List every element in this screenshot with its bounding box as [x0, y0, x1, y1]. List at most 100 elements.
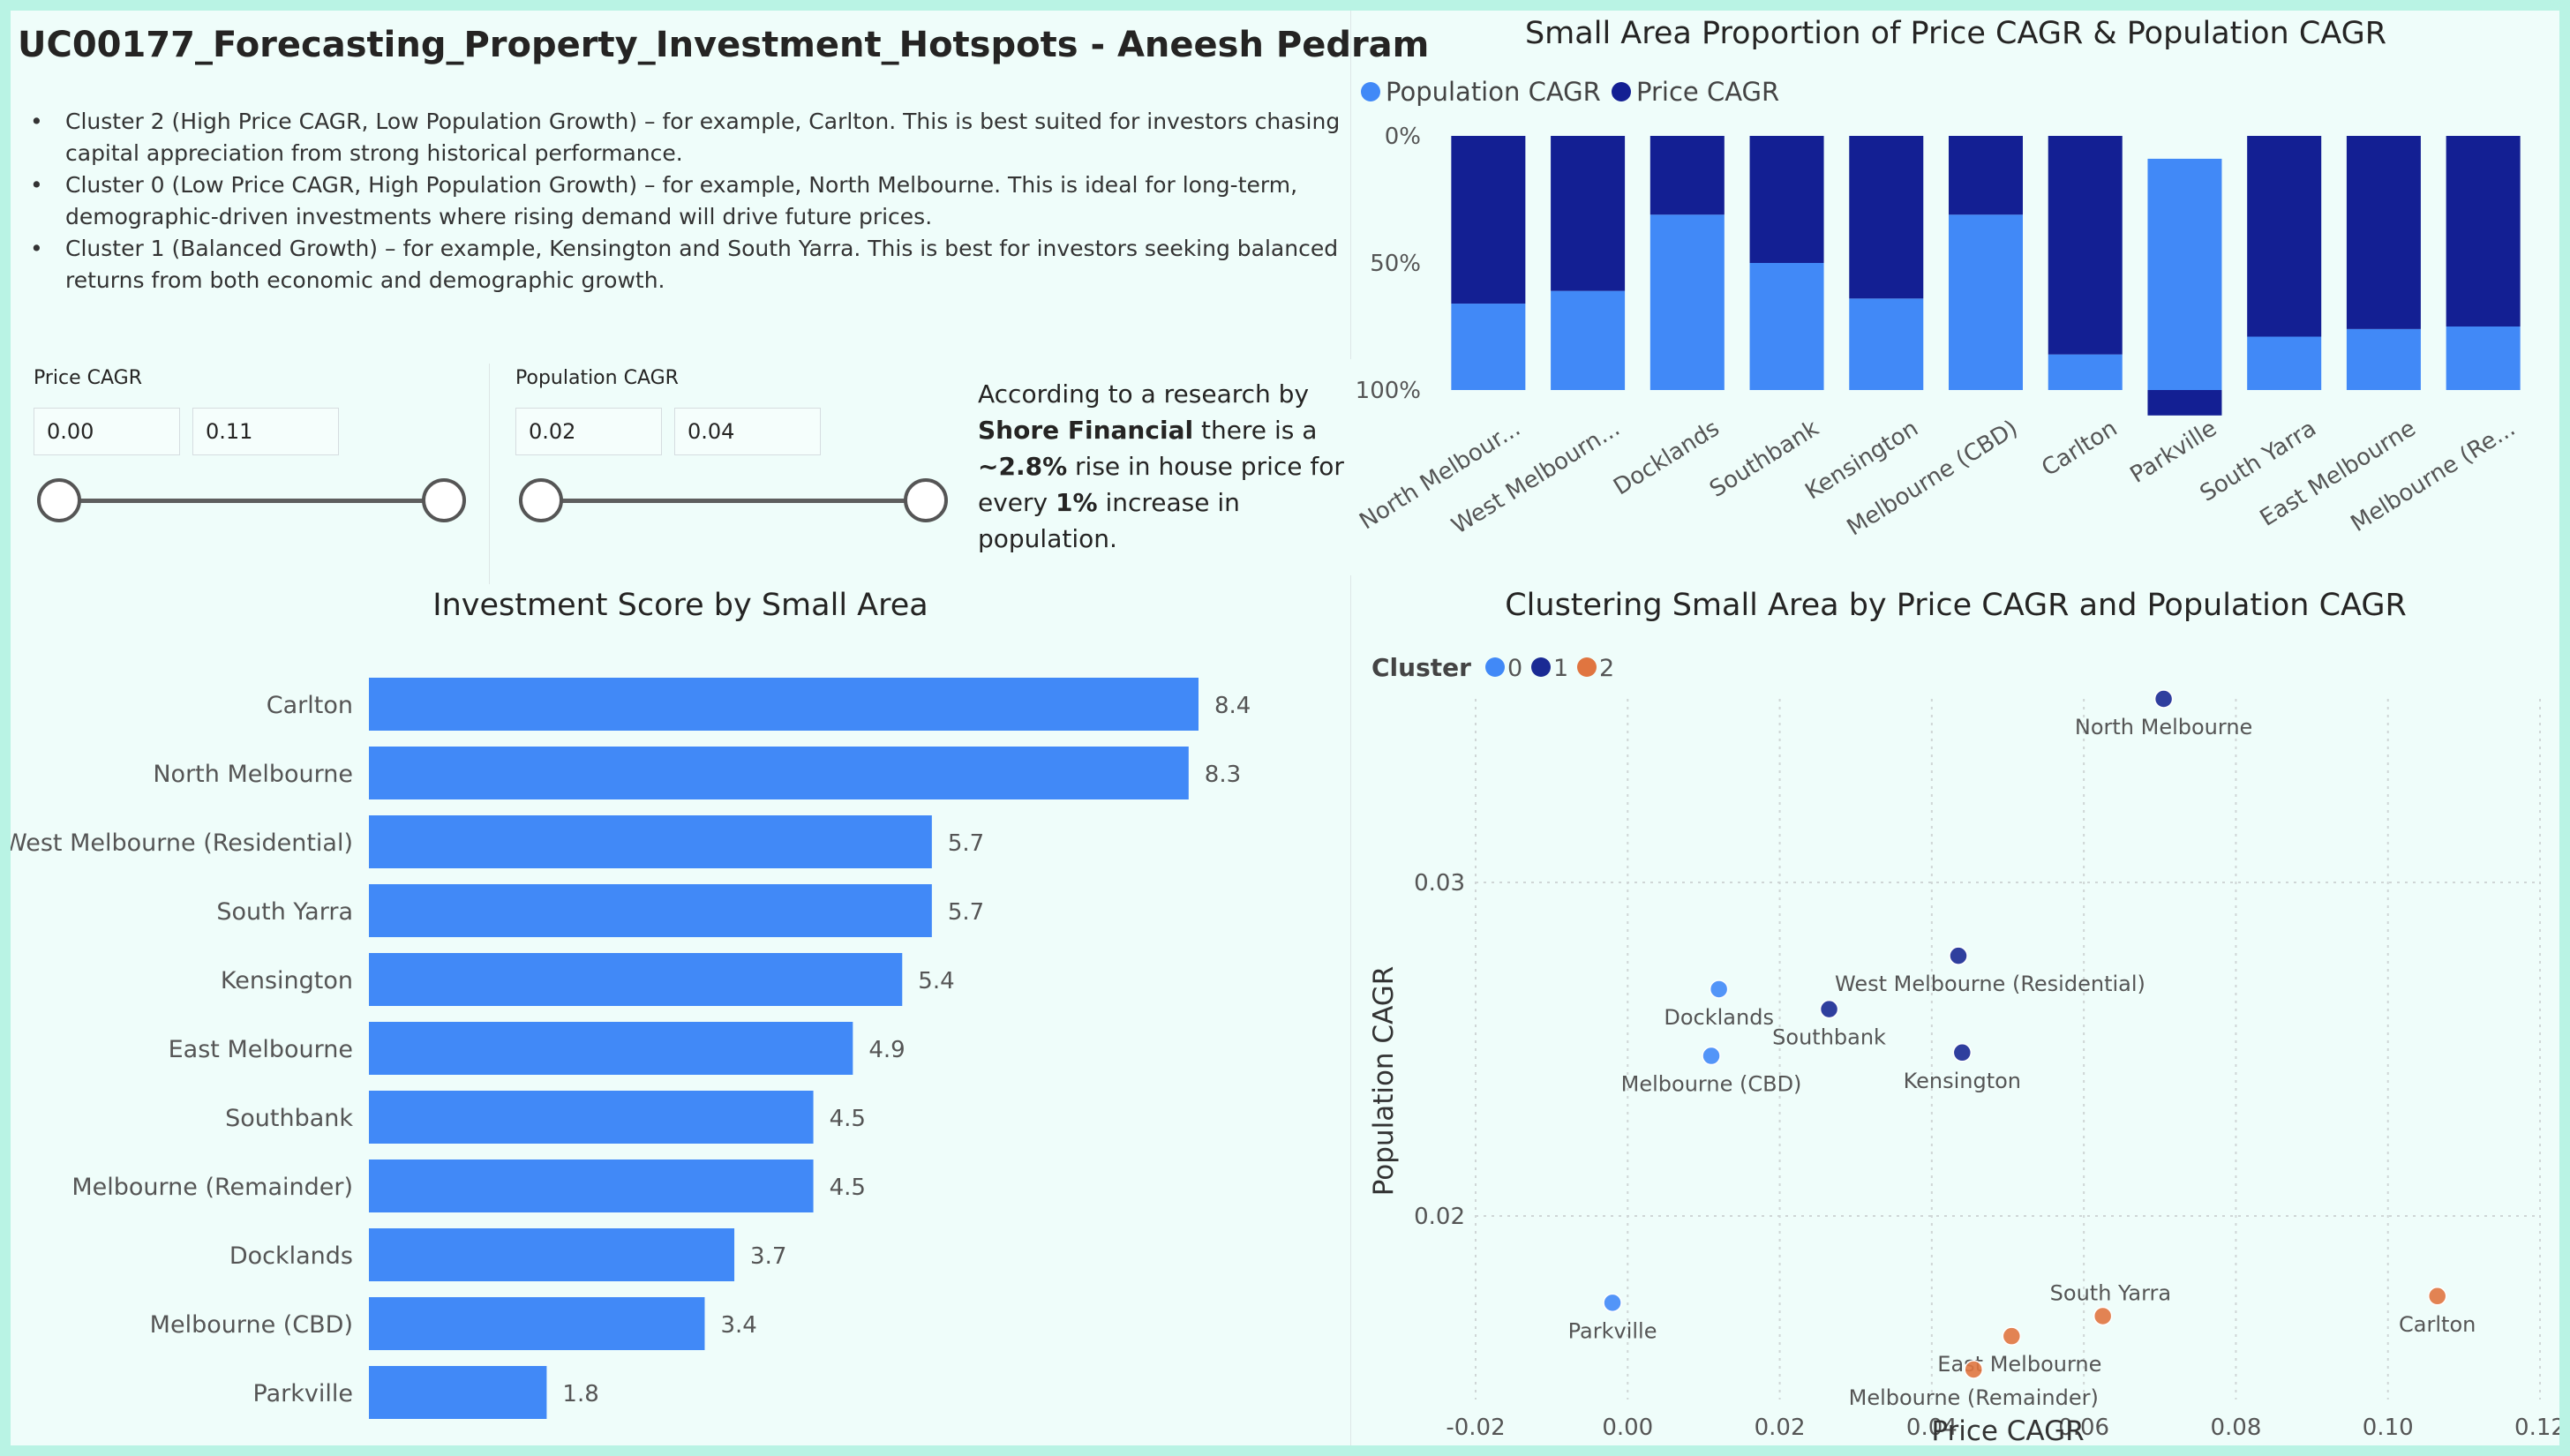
scatter-point — [1949, 946, 1968, 965]
scatter-point — [1819, 999, 1839, 1019]
point-label: Kensington — [1904, 1069, 2021, 1093]
legend-cluster-label: 0 — [1507, 655, 1522, 682]
note-text-3: rise in house price for every — [978, 452, 1344, 517]
legend-price-marker — [1612, 82, 1631, 101]
point-label: Parkville — [1568, 1318, 1657, 1343]
y-tick-label: 50% — [1370, 251, 1421, 277]
scatter-point — [1603, 1293, 1622, 1313]
panel-divider-lower — [1350, 575, 1351, 1445]
price-max-input[interactable]: 0.11 — [192, 408, 339, 455]
score-bar — [369, 1297, 705, 1350]
score-bar — [369, 1228, 735, 1281]
price-slider-track[interactable] — [55, 499, 443, 503]
score-bar — [369, 1366, 547, 1419]
population-slider-max-handle[interactable] — [904, 478, 948, 522]
investment-score-chart: Carlton 8.4 North Melbourne 8.3 West Melbour… — [11, 678, 1251, 1419]
note-text-4: increase in population. — [978, 488, 1240, 553]
data-label: 3.4 — [720, 1312, 756, 1339]
scatter-point — [2153, 689, 2174, 709]
population-min-input[interactable]: 0.02 — [515, 408, 662, 455]
population-slider-track[interactable] — [537, 499, 925, 503]
report-title: UC00177_Forecasting_Property_Investment_… — [18, 25, 1430, 65]
score-bar — [369, 678, 1199, 731]
scatter-point — [1964, 1360, 1983, 1379]
y-tick-label: 0.03 — [1414, 870, 1465, 897]
population-slicer-title: Population CAGR — [515, 367, 679, 389]
category-label: Parkville — [253, 1380, 353, 1407]
category-label: Southbank — [225, 1105, 353, 1132]
price-slider-max-handle[interactable] — [422, 478, 466, 522]
population-bar — [1451, 304, 1526, 390]
legend-cluster-marker — [1531, 657, 1551, 677]
price-slider-min-handle[interactable] — [37, 478, 81, 522]
insight-cluster-1: Cluster 1 (Balanced Growth) – for exampl… — [30, 233, 1371, 296]
data-label: 3.7 — [750, 1243, 786, 1270]
data-label: 5.4 — [918, 968, 954, 994]
scatter-point — [1702, 1046, 1721, 1066]
point-label: North Melbourne — [2075, 715, 2252, 739]
score-bar — [369, 747, 1189, 799]
scatter-point — [1709, 979, 1729, 999]
population-bar — [2147, 158, 2222, 391]
x-tick-label: Docklands — [1609, 415, 1724, 500]
note-percent: ~2.8% — [978, 452, 1068, 481]
point-label: East Melbourne — [1937, 1352, 2101, 1377]
slicer-divider — [489, 364, 490, 584]
insights-list: Cluster 2 (High Price CAGR, Low Populati… — [30, 106, 1371, 296]
proportion-chart-title: Small Area Proportion of Price CAGR & Po… — [1524, 16, 2387, 51]
x-tick-label: 0.02 — [1755, 1415, 1806, 1441]
cluster-scatter-chart: Cluster 0 1 2 -0.02 0.00 0.02 0.04 0.06 0.08 0.10 0… — [1368, 653, 2559, 1445]
price-bar — [2346, 136, 2421, 329]
population-bar — [1749, 263, 1824, 390]
x-tick-label: Melbourne (CBD) — [1843, 415, 2023, 541]
category-label: Carlton — [267, 692, 353, 719]
y-tick-label: 100% — [1356, 378, 1421, 404]
note-text-1: According to a research by — [978, 379, 1310, 409]
legend-cluster-marker — [1577, 657, 1597, 677]
scatter-point — [2093, 1306, 2113, 1326]
legend-cluster-label: 2 — [1599, 655, 1614, 682]
point-label: Carlton — [2399, 1312, 2476, 1337]
panel-divider — [1350, 11, 1351, 359]
population-slider-min-handle[interactable] — [519, 478, 563, 522]
price-bar — [1451, 136, 1526, 304]
report-page: UC00177_Forecasting_Property_Investment_… — [11, 11, 2559, 1445]
price-bar — [1849, 136, 1924, 299]
population-bar — [1949, 214, 2023, 390]
insight-cluster-0: Cluster 0 (Low Price CAGR, High Populati… — [30, 169, 1371, 233]
population-bar — [1849, 298, 1924, 390]
legend-cluster-label: 1 — [1553, 655, 1568, 682]
category-label: Melbourne (Remainder) — [71, 1174, 353, 1201]
score-bar — [369, 1022, 853, 1075]
price-min-input[interactable]: 0.00 — [34, 408, 180, 455]
price-bar — [2247, 136, 2322, 337]
data-label: 4.9 — [868, 1037, 905, 1063]
legend-cluster-marker — [1485, 657, 1505, 677]
y-tick-label: 0.02 — [1414, 1204, 1465, 1230]
x-tick-label: North Melbour... — [1355, 415, 1525, 535]
price-bar — [2446, 136, 2521, 326]
price-bar — [2147, 390, 2222, 416]
category-label: Docklands — [229, 1242, 353, 1270]
category-label: South Yarra — [216, 898, 353, 926]
data-label: 4.5 — [830, 1106, 866, 1132]
price-slicer-title: Price CAGR — [34, 367, 143, 389]
category-label: Kensington — [221, 967, 353, 994]
population-bar — [2446, 326, 2521, 390]
population-max-input[interactable]: 0.04 — [674, 408, 821, 455]
data-label: 5.7 — [948, 830, 984, 857]
investment-chart-title: Investment Score by Small Area — [432, 588, 928, 623]
price-bar — [1551, 136, 1626, 291]
y-tick-label: 0% — [1385, 124, 1421, 150]
x-tick-label: 0.12 — [2514, 1415, 2559, 1441]
legend-price-label: Price CAGR — [1636, 77, 1779, 107]
price-bar — [1649, 136, 1725, 215]
data-label: 8.3 — [1205, 762, 1241, 788]
note-one-percent: 1% — [1056, 488, 1098, 517]
x-tick-label: 0.04 — [1906, 1415, 1958, 1441]
note-source: Shore Financial — [978, 416, 1194, 445]
legend-population-label: Population CAGR — [1386, 77, 1601, 107]
x-tick-label: West Melbourn... — [1447, 415, 1625, 539]
score-bar — [369, 953, 903, 1006]
data-label: 8.4 — [1214, 693, 1251, 719]
